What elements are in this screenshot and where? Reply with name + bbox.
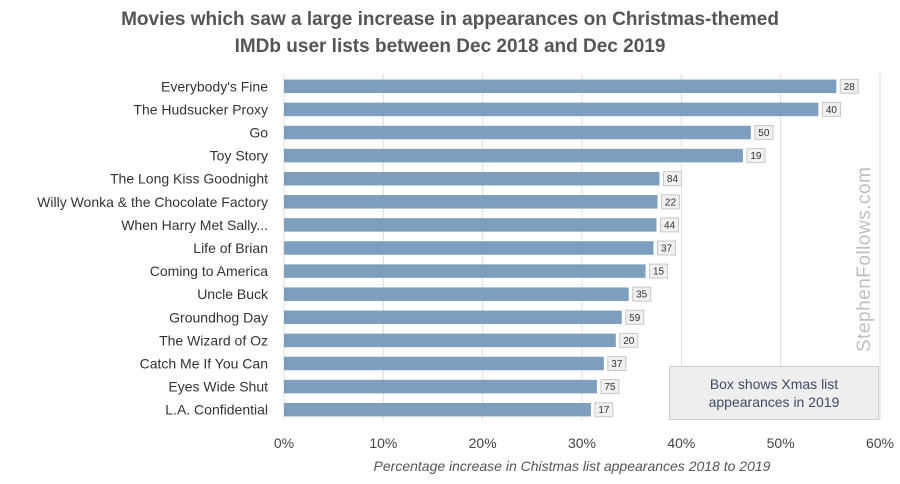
x-tick-label: 40% [667,435,695,451]
category-label: The Long Kiss Goodnight [110,171,268,187]
bar [284,218,657,232]
bar [284,171,660,186]
bar [284,264,646,278]
chart-title-line-2: IMDb user lists between Dec 2018 and Dec… [234,36,666,57]
data-label-box [746,148,766,164]
bar [284,148,743,163]
x-tick-label: 0% [274,435,294,451]
category-label: Coming to America [150,263,268,279]
data-label: 59 [629,313,641,324]
data-label: 75 [604,382,616,393]
data-label: 15 [653,267,665,278]
bar [284,287,629,301]
category-label: The Hudsucker Proxy [133,101,268,117]
data-label: 44 [664,220,676,231]
data-label: 37 [661,244,673,255]
legend-text: Box shows Xmas list appearances in 2019 [708,376,840,410]
data-label: 28 [844,82,856,93]
bar [284,310,622,325]
category-label: Catch Me If You Can [140,356,268,372]
data-label: 19 [750,151,762,162]
legend-box: Box shows Xmas list appearances in 2019 [669,366,879,420]
data-label-box [649,263,669,279]
category-label: Toy Story [210,148,268,164]
bar [284,79,837,94]
x-axis-title: Percentage increase in Chistmas list app… [374,458,771,474]
bar [284,333,616,348]
x-tick-label: 20% [469,435,497,451]
data-label: 40 [826,105,838,116]
data-label-box [594,402,614,418]
bar [284,241,654,255]
x-tick-label: 10% [369,435,397,451]
x-tick-label: 30% [568,435,596,451]
category-label: Willy Wonka & the Chocolate Factory [37,194,268,210]
watermark: StephenFollows.com [854,167,875,352]
category-label: Uncle Buck [197,286,269,302]
data-label: 37 [611,359,623,370]
data-label-box [657,240,677,256]
data-label-box [600,379,620,395]
bar [284,356,604,371]
category-label: L.A. Confidential [165,402,268,418]
bar [284,195,658,209]
x-tick-label: 60% [866,435,894,451]
data-label: 35 [636,290,648,301]
category-label: The Wizard of Oz [159,332,268,348]
data-label: 50 [758,128,770,139]
bar [284,379,597,394]
bar [284,402,591,417]
category-label: Go [249,125,268,141]
bar [284,102,819,117]
data-label: 84 [667,174,679,185]
data-label-box [660,217,679,233]
category-label: Groundhog Day [169,309,268,325]
category-label: When Harry Met Sally... [121,217,268,233]
data-label-box [662,171,682,187]
data-label-box [632,286,652,302]
category-label: Everybody's Fine [161,78,268,94]
data-label: 22 [665,197,677,208]
data-label-box [821,101,841,117]
data-label-box [619,332,639,348]
data-label-box [660,194,680,210]
category-label: Eyes Wide Shut [168,379,268,395]
category-label: Life of Brian [193,240,268,256]
data-label-box [754,125,774,140]
data-label-box [839,78,859,94]
data-label: 17 [598,405,610,416]
data-label-box [607,356,627,371]
chart-title: Movies which saw a large increase in app… [0,6,900,60]
data-label: 20 [623,336,635,347]
bar [284,125,751,140]
chart-title-line-1: Movies which saw a large increase in app… [121,9,779,30]
data-label-box [625,309,645,325]
x-tick-label: 50% [767,435,795,451]
